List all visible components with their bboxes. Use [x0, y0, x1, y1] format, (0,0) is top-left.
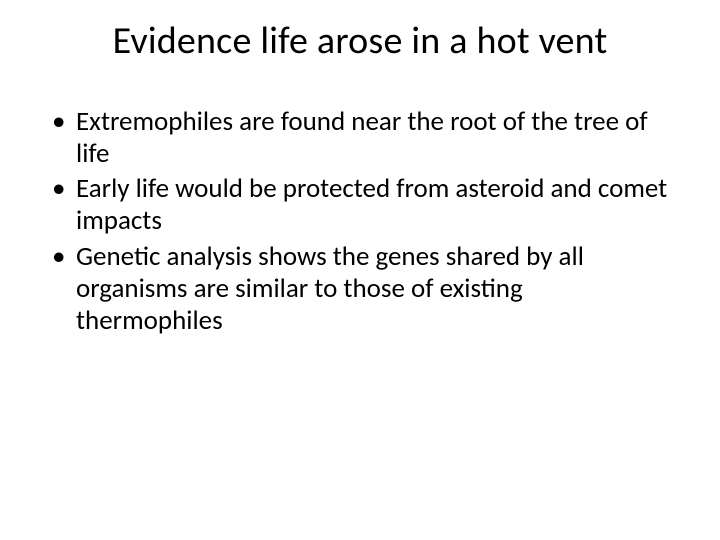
bullet-list: Extremophiles are found near the root of…	[48, 106, 672, 337]
slide: Evidence life arose in a hot vent Extrem…	[0, 0, 720, 540]
list-item: Early life would be protected from aster…	[48, 173, 672, 237]
slide-title: Evidence life arose in a hot vent	[48, 20, 672, 64]
list-item: Extremophiles are found near the root of…	[48, 106, 672, 170]
list-item: Genetic analysis shows the genes shared …	[48, 241, 672, 337]
